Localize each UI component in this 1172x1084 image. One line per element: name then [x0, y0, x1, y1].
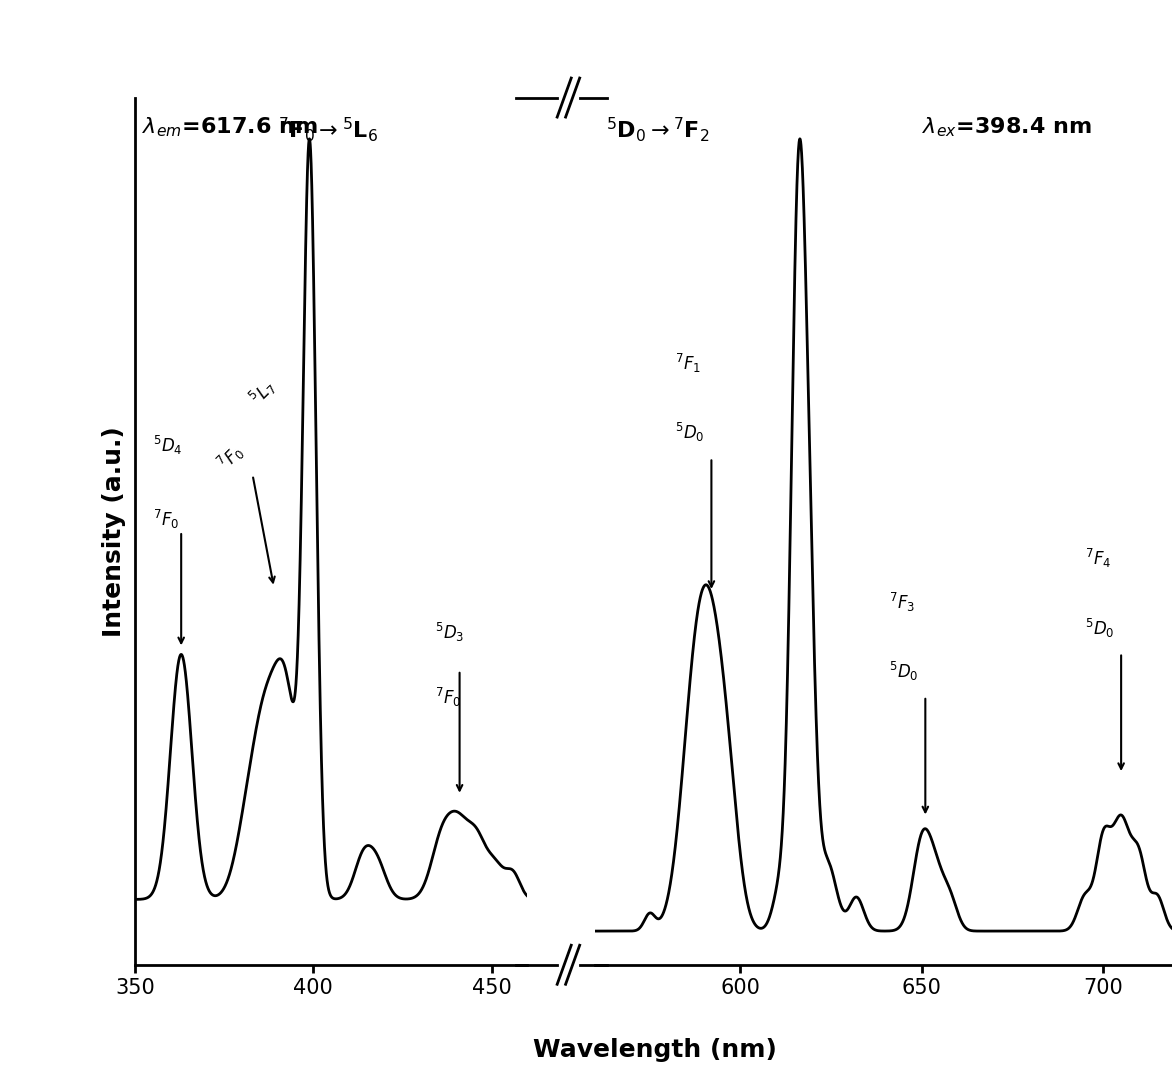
Y-axis label: Intensity (a.u.): Intensity (a.u.) [102, 426, 127, 636]
Text: $\lambda_{ex}$=398.4 nm: $\lambda_{ex}$=398.4 nm [921, 115, 1091, 139]
Text: Wavelength (nm): Wavelength (nm) [533, 1038, 777, 1062]
Text: $^7F_4$: $^7F_4$ [1085, 547, 1111, 570]
Text: $^5D_0$: $^5D_0$ [1085, 617, 1115, 640]
Text: $^5D_4$: $^5D_4$ [152, 435, 182, 457]
Text: $^7F_1$: $^7F_1$ [675, 352, 701, 375]
Text: $^7$F$_0$$\rightarrow$$^5$L$_6$: $^7$F$_0$$\rightarrow$$^5$L$_6$ [278, 115, 377, 144]
Text: $^7F_3$: $^7F_3$ [890, 591, 915, 614]
Text: $^5L_7$: $^5L_7$ [245, 375, 280, 410]
Text: $^5D_0$: $^5D_0$ [675, 422, 704, 444]
Text: $^5D_3$: $^5D_3$ [435, 621, 464, 644]
Text: $\lambda_{em}$=617.6 nm: $\lambda_{em}$=617.6 nm [142, 115, 318, 139]
Text: $^7F_0$: $^7F_0$ [435, 686, 461, 709]
Text: $^5$D$_0$$\rightarrow$$^7$F$_2$: $^5$D$_0$$\rightarrow$$^7$F$_2$ [606, 115, 710, 144]
Text: $^7F_0$: $^7F_0$ [152, 508, 179, 531]
Text: $^5D_0$: $^5D_0$ [890, 660, 919, 683]
Text: $^7F_0$: $^7F_0$ [213, 440, 248, 475]
